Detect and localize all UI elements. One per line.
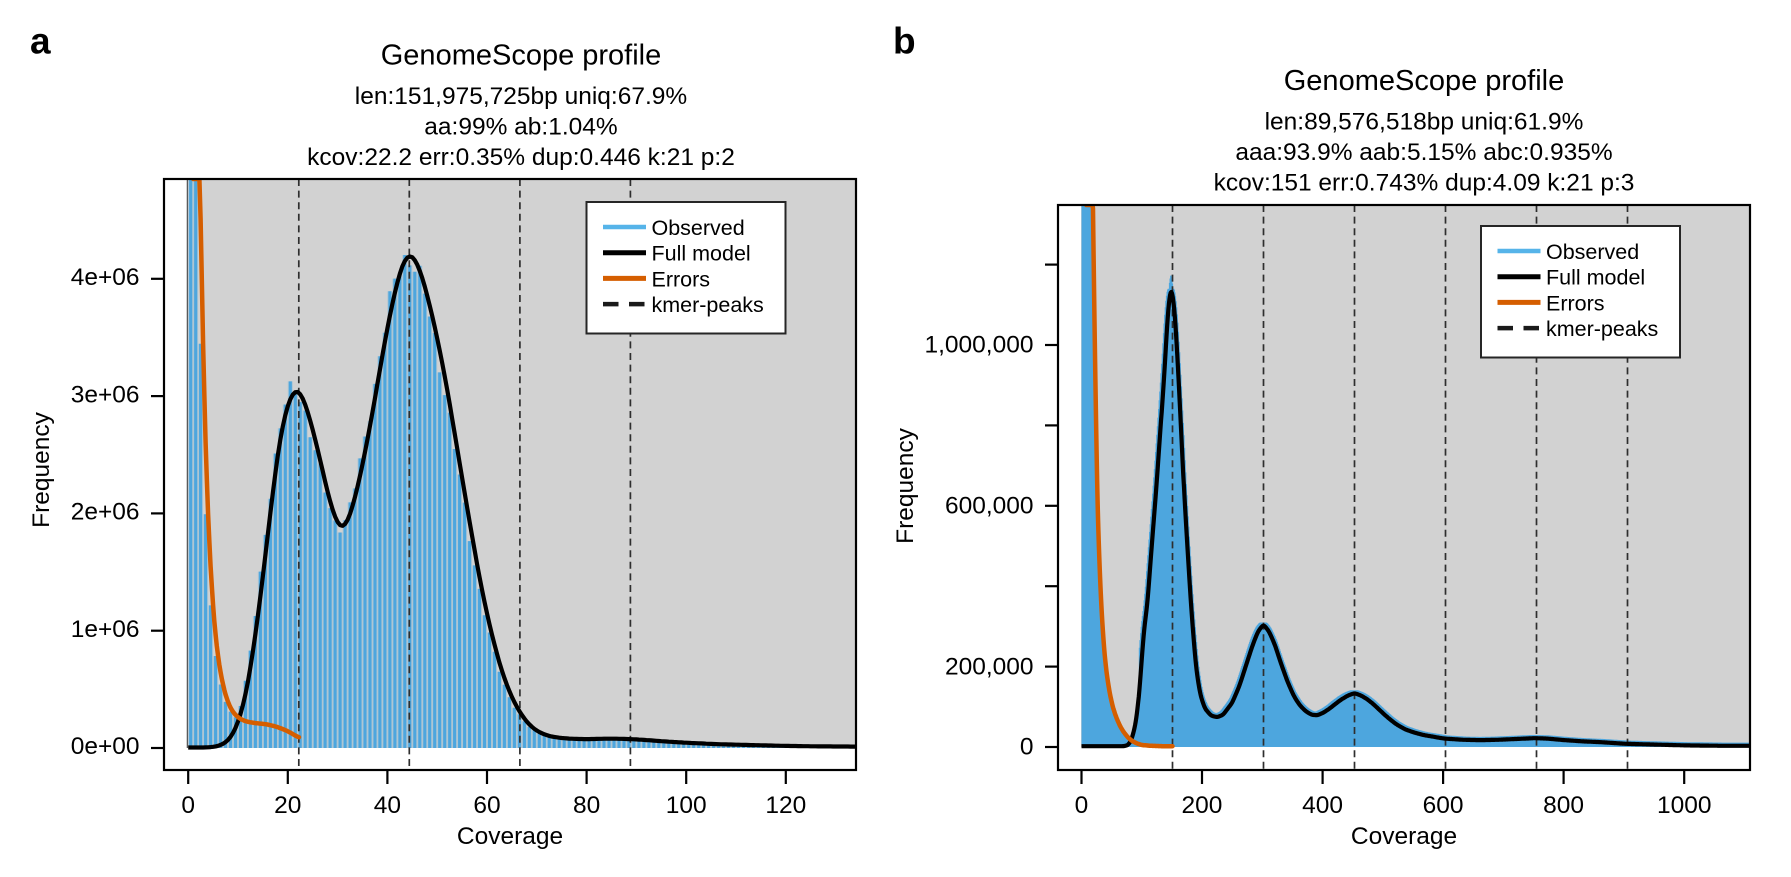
svg-text:GenomeScope profile: GenomeScope profile: [1284, 65, 1565, 97]
svg-text:len:151,975,725bp uniq:67.9%: len:151,975,725bp uniq:67.9%: [355, 83, 687, 110]
svg-text:40: 40: [374, 792, 401, 819]
svg-text:600,000: 600,000: [945, 493, 1034, 520]
svg-text:120: 120: [765, 792, 806, 819]
svg-text:200: 200: [1182, 792, 1223, 819]
svg-text:60: 60: [473, 792, 500, 819]
svg-text:kcov:22.2 err:0.35% dup:0.446: kcov:22.2 err:0.35% dup:0.446 k:21 p:2: [307, 144, 735, 171]
svg-text:kcov:151 err:0.743% dup:4.09 k: kcov:151 err:0.743% dup:4.09 k:21 p:3: [1214, 170, 1635, 197]
svg-text:Full model: Full model: [1546, 266, 1645, 290]
svg-text:400: 400: [1302, 792, 1343, 819]
svg-text:Frequency: Frequency: [892, 427, 919, 544]
svg-text:100: 100: [666, 792, 707, 819]
svg-text:Errors: Errors: [652, 267, 711, 291]
svg-text:2e+06: 2e+06: [71, 499, 140, 526]
svg-text:kmer-peaks: kmer-peaks: [1546, 317, 1658, 341]
svg-text:len:89,576,518bp uniq:61.9%: len:89,576,518bp uniq:61.9%: [1265, 109, 1584, 136]
svg-text:3e+06: 3e+06: [71, 381, 140, 408]
svg-text:0: 0: [181, 792, 195, 819]
svg-text:200,000: 200,000: [945, 653, 1034, 680]
svg-text:Observed: Observed: [652, 216, 745, 240]
svg-text:Coverage: Coverage: [1351, 823, 1457, 850]
svg-text:b: b: [893, 21, 916, 62]
svg-text:GenomeScope profile: GenomeScope profile: [381, 39, 662, 71]
svg-text:20: 20: [274, 792, 301, 819]
svg-text:kmer-peaks: kmer-peaks: [652, 293, 764, 317]
svg-text:1,000,000: 1,000,000: [925, 332, 1034, 359]
svg-text:Frequency: Frequency: [28, 411, 55, 528]
svg-text:aa:99% ab:1.04%: aa:99% ab:1.04%: [424, 113, 617, 140]
svg-text:Coverage: Coverage: [457, 823, 563, 850]
svg-text:4e+06: 4e+06: [71, 264, 140, 291]
svg-text:600: 600: [1423, 792, 1464, 819]
svg-text:0e+00: 0e+00: [71, 733, 140, 760]
svg-text:1000: 1000: [1657, 792, 1712, 819]
svg-text:80: 80: [573, 792, 600, 819]
svg-text:0: 0: [1020, 734, 1034, 761]
svg-text:Errors: Errors: [1546, 291, 1605, 315]
svg-text:Observed: Observed: [1546, 240, 1639, 264]
svg-text:1e+06: 1e+06: [71, 616, 140, 643]
svg-text:0: 0: [1075, 792, 1089, 819]
svg-text:a: a: [30, 21, 51, 62]
svg-text:Full model: Full model: [652, 242, 751, 266]
svg-text:aaa:93.9% aab:5.15% abc:0.935%: aaa:93.9% aab:5.15% abc:0.935%: [1235, 139, 1612, 166]
svg-text:800: 800: [1543, 792, 1584, 819]
